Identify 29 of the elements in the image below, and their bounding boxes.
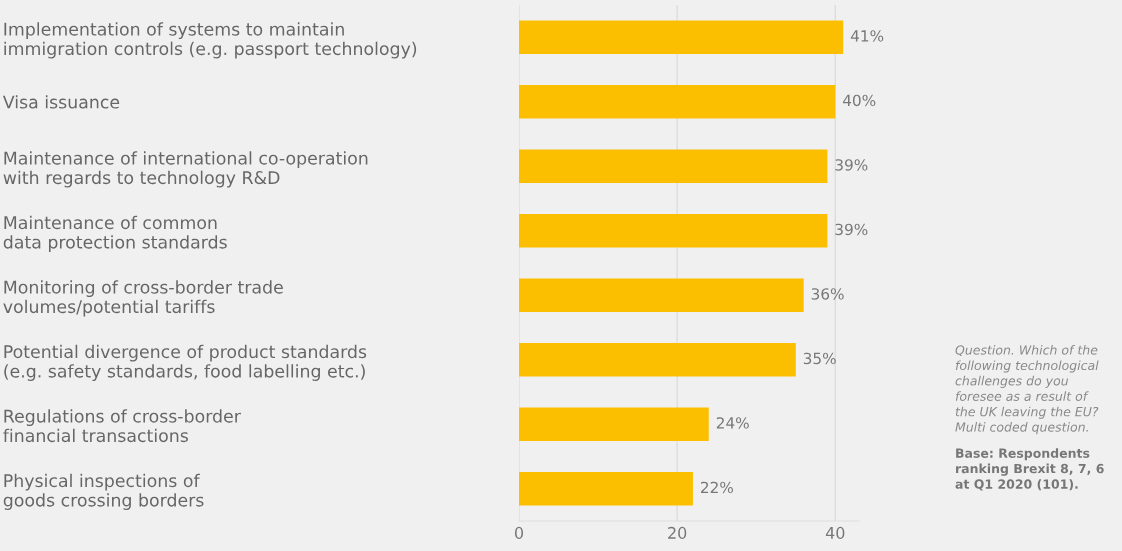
bar <box>519 84 836 119</box>
bar <box>519 471 693 506</box>
y-tick-label: Physical inspections of goods crossing borders <box>3 473 204 510</box>
text: Base: Respondents ranking Brexit 8, 7, 6 at Q1 2020 (101). <box>955 448 1104 491</box>
y-tick-label: Maintenance of international co-operation with regards to technology R&D <box>3 151 368 188</box>
bar <box>519 20 844 55</box>
data-label: 22% <box>701 481 734 494</box>
y-tick-label: Implementation of systems to maintain immigration controls (e.g. passport technology) <box>4 22 417 59</box>
y-tick-label: Visa issuance <box>2 95 120 109</box>
data-label: 24% <box>716 417 749 429</box>
data-label: 36% <box>811 288 844 300</box>
bar <box>519 407 709 442</box>
x-tick-label: 20 <box>668 526 687 539</box>
bar <box>519 278 804 313</box>
text: Question. Which of the following technological challenges do you foresee as a result of the UK leaving the EU? Multi coded question. <box>955 345 1099 435</box>
bar <box>519 149 828 184</box>
data-label: 39% <box>835 223 868 236</box>
data-label: 35% <box>803 352 836 365</box>
y-tick-label: Maintenance of common data protection standards <box>3 215 227 252</box>
y-tick-label: Monitoring of cross-border trade volumes/potential tariffs <box>3 280 283 317</box>
bar <box>519 342 796 377</box>
x-tick-label: 40 <box>825 526 845 539</box>
y-tick-label: Regulations of cross-border financial transactions <box>3 409 241 443</box>
data-label: 40% <box>842 94 876 107</box>
y-tick-label: Potential divergence of product standards (e.g. safety standards, food labelling etc.) <box>4 344 367 381</box>
x-tick-label: 0 <box>514 526 524 539</box>
data-label: 39% <box>835 159 868 171</box>
data-label: 41% <box>850 30 884 42</box>
bar <box>519 213 828 248</box>
